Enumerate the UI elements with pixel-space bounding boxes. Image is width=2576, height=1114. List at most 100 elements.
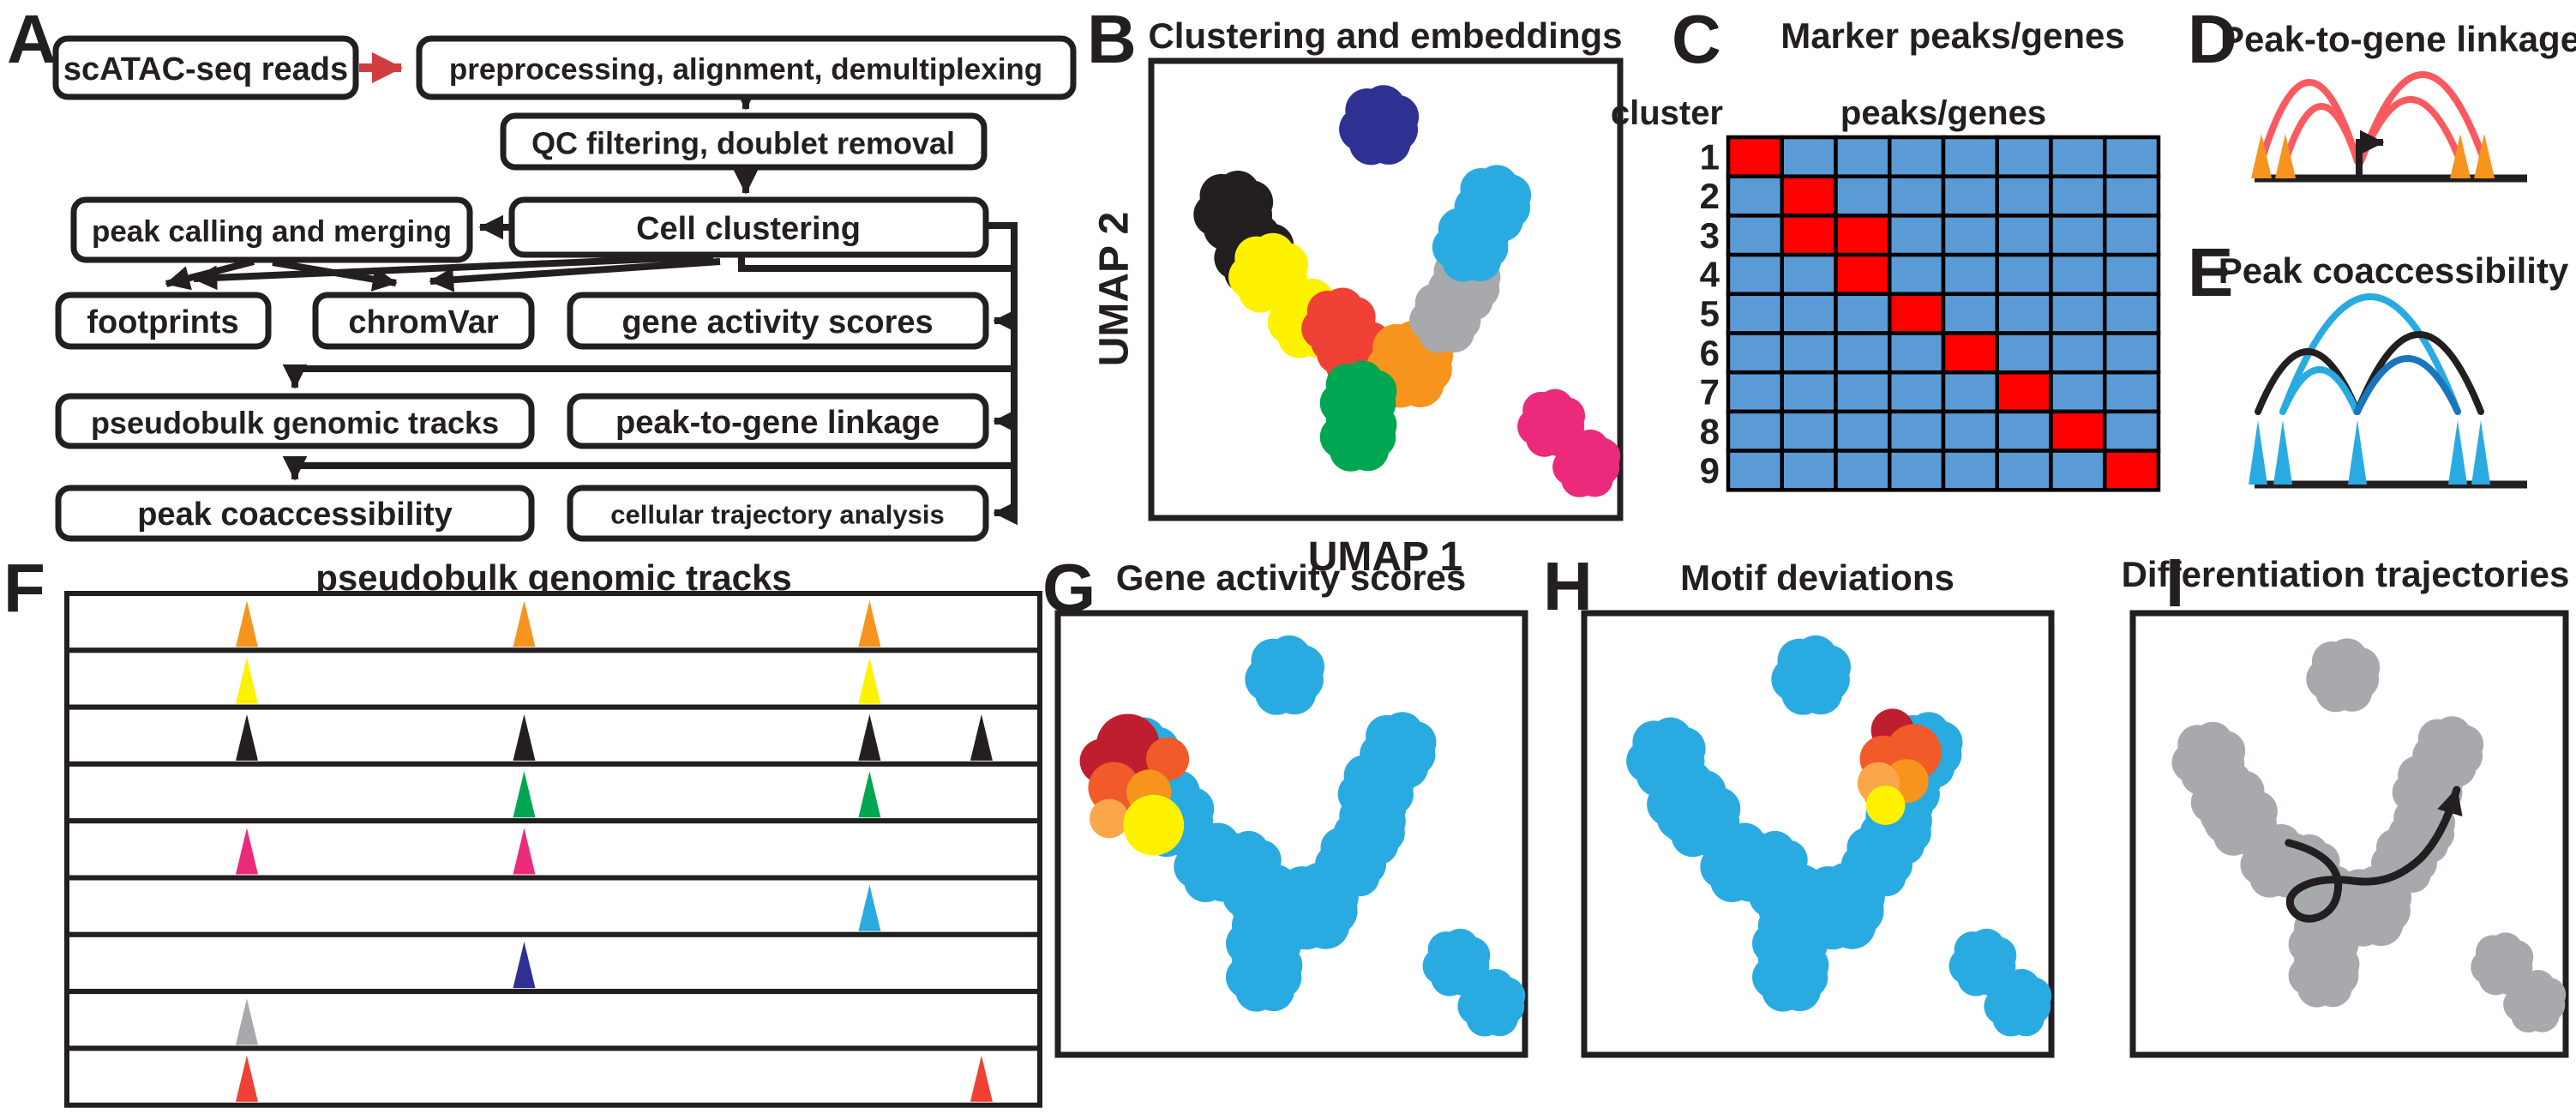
cluster-dot-cyan xyxy=(1467,214,1510,256)
umap2-axis-label: UMAP 2 xyxy=(1091,211,1138,367)
matrix-cell xyxy=(2103,409,2161,453)
cluster-row-label: 5 xyxy=(1700,293,1720,334)
track-peak-black xyxy=(513,714,536,761)
cluster-dot-pink xyxy=(2531,977,2567,1012)
track-peak-orange xyxy=(513,600,536,647)
flow-label-pseudobulk-tracks: pseudobulk genomic tracks xyxy=(91,406,499,441)
matrix-cell xyxy=(1888,135,1946,178)
matrix-cell xyxy=(1941,135,1999,178)
genome-track-navy xyxy=(64,931,1042,995)
matrix-cell xyxy=(2049,370,2107,414)
title-gene-activity-scores: Gene activity scores xyxy=(1115,557,1467,598)
cluster-dot-cyan xyxy=(2444,725,2484,764)
matrix-cell xyxy=(1888,174,1946,218)
matrix-cell xyxy=(1995,331,2053,375)
matrix-cell xyxy=(1834,174,1892,218)
matrix-cell-marker xyxy=(1888,292,1946,335)
cluster-axis-label: cluster xyxy=(1611,94,1723,132)
panel-letter-c: C xyxy=(1672,1,1721,77)
genome-track-gray xyxy=(64,989,1042,1051)
panel-letter-i: I xyxy=(2165,545,2185,621)
matrix-cell xyxy=(1995,174,2053,218)
trajectory-arrow xyxy=(2285,786,2463,923)
flow-box-gene-activity xyxy=(567,292,989,350)
cluster-dot-green xyxy=(1354,403,1397,446)
flow-label-peak-coaccessibility: peak coaccessibility xyxy=(137,497,453,533)
matrix-cell xyxy=(1834,449,1892,492)
title-peak-coaccessibility: Peak coaccessibility xyxy=(2218,250,2569,291)
gene-activity-umap xyxy=(1054,610,1528,1058)
matrix-cell xyxy=(1726,331,1784,375)
matrix-cell xyxy=(1941,292,1999,335)
flow-box-peak-coaccessibility xyxy=(55,485,535,542)
flow-box-cell-clustering xyxy=(508,196,989,258)
peak-triangle xyxy=(2471,420,2490,485)
matrix-cell-marker xyxy=(1995,370,2053,414)
flow-label-preprocessing: preprocessing, alignment, demultiplexing xyxy=(449,53,1042,87)
flow-label-scatac-reads: scATAC-seq reads xyxy=(63,51,348,87)
gene-tss-arrow-icon xyxy=(2356,129,2385,178)
peaks-genes-axis-label: peaks/genes xyxy=(1840,94,2046,132)
highlight-dot xyxy=(1146,737,1190,781)
flow-label-cell-clustering: Cell clustering xyxy=(636,211,861,247)
genome-track-yellow xyxy=(64,647,1042,710)
flow-box-trajectory-analysis xyxy=(567,485,989,542)
matrix-cell xyxy=(1834,135,1892,178)
flow-label-gene-activity: gene activity scores xyxy=(621,304,933,340)
linkage-arc xyxy=(2279,366,2360,415)
track-peak-red xyxy=(235,1055,258,1102)
genome-track-orange xyxy=(64,591,1042,653)
cluster-dot-gray xyxy=(1348,833,1388,873)
track-peak-pink xyxy=(513,828,536,875)
cluster-row-label: 8 xyxy=(1700,411,1720,451)
trajectories-umap xyxy=(2129,610,2569,1058)
cluster-dot-gray xyxy=(1442,289,1482,329)
peak-triangle xyxy=(2249,420,2267,485)
cluster-dot-cyan xyxy=(1394,721,1437,763)
cluster-row-label: 3 xyxy=(1700,215,1720,256)
flow-label-footprints: footprints xyxy=(87,304,238,340)
matrix-cell xyxy=(2103,370,2161,414)
matrix-cell xyxy=(1888,370,1946,414)
matrix-cell xyxy=(2103,174,2161,218)
matrix-cell xyxy=(1888,449,1946,492)
arrow-peakcalling-to-chromvar xyxy=(272,259,398,292)
track-peak-green xyxy=(858,771,881,818)
matrix-cell xyxy=(1941,252,1999,297)
matrix-cell xyxy=(1834,292,1892,335)
peak-triangle xyxy=(2448,420,2467,485)
matrix-cell-marker xyxy=(1780,214,1838,257)
matrix-cell-marker xyxy=(1834,252,1892,297)
cluster-dot-yellow xyxy=(2237,791,2278,832)
matrix-cell xyxy=(1726,174,1784,218)
peak-to-gene-diagram xyxy=(2251,71,2527,183)
linkage-arc xyxy=(2282,103,2361,165)
cluster-dot-gray xyxy=(1874,833,1914,873)
title-differentiation-trajectories: Differentiation trajectories xyxy=(2121,554,2570,594)
cluster-dot-green xyxy=(1260,944,1303,986)
matrix-cell-marker xyxy=(1941,331,1999,375)
cluster-dot-yellow xyxy=(1696,786,1741,831)
cluster-row-label: 7 xyxy=(1700,372,1720,412)
matrix-cell xyxy=(1780,449,1838,492)
cluster-dot-pink xyxy=(1488,977,1526,1015)
genome-track-cyan xyxy=(64,875,1042,937)
cluster-dot-pink xyxy=(1979,936,2017,974)
cluster-dot-cyan xyxy=(1489,174,1532,217)
matrix-cell xyxy=(1834,370,1892,414)
matrix-cell xyxy=(1780,252,1838,297)
matrix-cell xyxy=(1726,449,1784,492)
flow-box-peak-calling xyxy=(70,196,473,263)
cluster-row-label: 6 xyxy=(1700,333,1720,373)
matrix-cell xyxy=(1941,370,1999,414)
flow-box-chromvar xyxy=(312,292,535,350)
peak-triangle xyxy=(2275,134,2296,178)
peak-triangle xyxy=(2474,134,2495,178)
track-peak-green xyxy=(513,771,536,818)
panel-letter-f: F xyxy=(3,550,45,626)
matrix-cell xyxy=(2103,252,2161,297)
panel-letter-e: E xyxy=(2188,234,2234,310)
matrix-cell xyxy=(1995,409,2053,453)
